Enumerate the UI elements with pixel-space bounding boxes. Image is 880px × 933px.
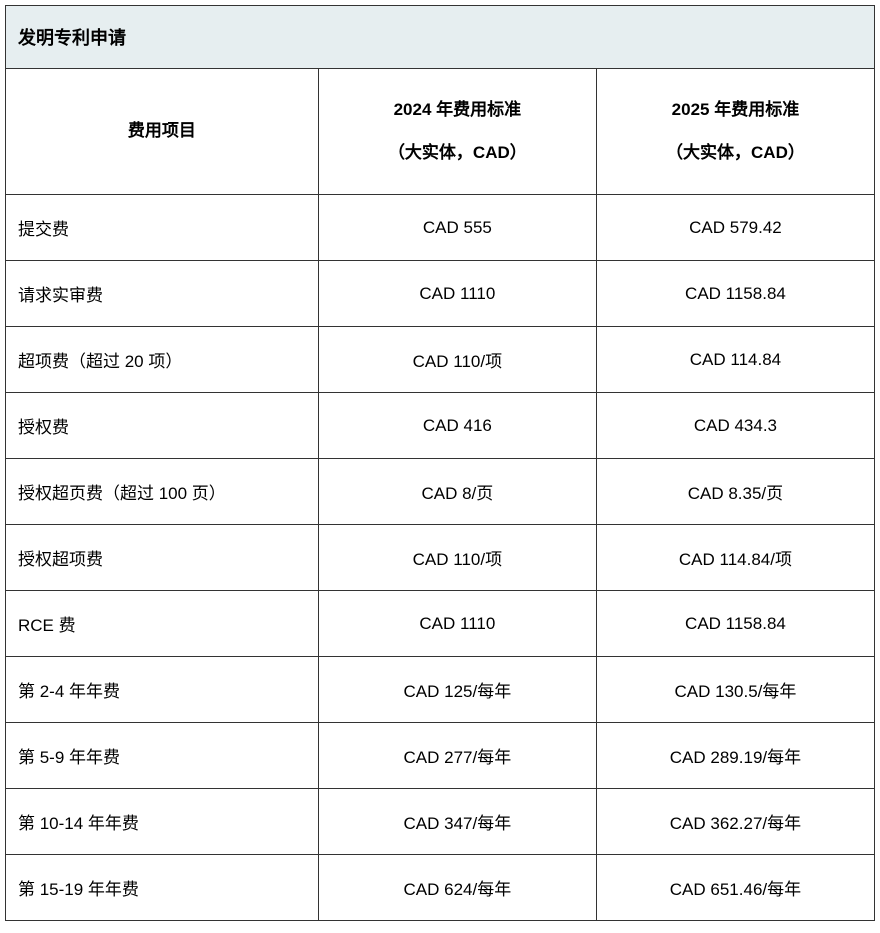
fee2024-cell: CAD 416 [318, 393, 596, 459]
item-cell: 第 2-4 年年费 [6, 657, 319, 723]
table-title: 发明专利申请 [6, 6, 875, 69]
fee2025-cell: CAD 362.27/每年 [596, 789, 874, 855]
fee2025-cell: CAD 1158.84 [596, 591, 874, 657]
fee2024-cell: CAD 1110 [318, 591, 596, 657]
fee2025-cell: CAD 114.84 [596, 327, 874, 393]
title-row: 发明专利申请 [6, 6, 875, 69]
fee2024-cell: CAD 624/每年 [318, 855, 596, 921]
fee2024-cell: CAD 347/每年 [318, 789, 596, 855]
table-row: RCE 费 CAD 1110 CAD 1158.84 [6, 591, 875, 657]
fee2025-cell: CAD 8.35/页 [596, 459, 874, 525]
fee2024-cell: CAD 110/项 [318, 327, 596, 393]
fee2024-cell: CAD 277/每年 [318, 723, 596, 789]
fee2025-cell: CAD 579.42 [596, 195, 874, 261]
fee2025-cell: CAD 434.3 [596, 393, 874, 459]
header-sublabel-1: （大实体，CAD） [329, 132, 586, 175]
header-2024: 2024 年费用标准 （大实体，CAD） [318, 69, 596, 195]
table-row: 超项费（超过 20 项） CAD 110/项 CAD 114.84 [6, 327, 875, 393]
item-cell: 第 5-9 年年费 [6, 723, 319, 789]
table-row: 授权超页费（超过 100 页） CAD 8/页 CAD 8.35/页 [6, 459, 875, 525]
fee2024-cell: CAD 125/每年 [318, 657, 596, 723]
fee2025-cell: CAD 130.5/每年 [596, 657, 874, 723]
header-label-1: 2024 年费用标准 [329, 89, 586, 132]
table-row: 第 15-19 年年费 CAD 624/每年 CAD 651.46/每年 [6, 855, 875, 921]
item-cell: RCE 费 [6, 591, 319, 657]
table-row: 请求实审费 CAD 1110 CAD 1158.84 [6, 261, 875, 327]
table-row: 第 2-4 年年费 CAD 125/每年 CAD 130.5/每年 [6, 657, 875, 723]
item-cell: 授权费 [6, 393, 319, 459]
fee2024-cell: CAD 555 [318, 195, 596, 261]
item-cell: 提交费 [6, 195, 319, 261]
fee2025-cell: CAD 114.84/项 [596, 525, 874, 591]
table-body: 提交费 CAD 555 CAD 579.42 请求实审费 CAD 1110 CA… [6, 195, 875, 921]
table-row: 授权费 CAD 416 CAD 434.3 [6, 393, 875, 459]
item-cell: 第 15-19 年年费 [6, 855, 319, 921]
fee2024-cell: CAD 8/页 [318, 459, 596, 525]
header-label-0: 费用项目 [128, 121, 196, 140]
header-2025: 2025 年费用标准 （大实体，CAD） [596, 69, 874, 195]
fee2025-cell: CAD 1158.84 [596, 261, 874, 327]
header-label-2: 2025 年费用标准 [607, 89, 864, 132]
item-cell: 第 10-14 年年费 [6, 789, 319, 855]
header-row: 费用项目 2024 年费用标准 （大实体，CAD） 2025 年费用标准 （大实… [6, 69, 875, 195]
fee2025-cell: CAD 289.19/每年 [596, 723, 874, 789]
item-cell: 超项费（超过 20 项） [6, 327, 319, 393]
item-cell: 授权超项费 [6, 525, 319, 591]
item-cell: 授权超页费（超过 100 页） [6, 459, 319, 525]
fee-table: 发明专利申请 费用项目 2024 年费用标准 （大实体，CAD） 2025 年费… [5, 5, 875, 921]
fee2024-cell: CAD 1110 [318, 261, 596, 327]
item-cell: 请求实审费 [6, 261, 319, 327]
fee-table-container: 发明专利申请 费用项目 2024 年费用标准 （大实体，CAD） 2025 年费… [5, 5, 875, 921]
table-row: 提交费 CAD 555 CAD 579.42 [6, 195, 875, 261]
header-sublabel-2: （大实体，CAD） [607, 132, 864, 175]
table-row: 授权超项费 CAD 110/项 CAD 114.84/项 [6, 525, 875, 591]
fee2025-cell: CAD 651.46/每年 [596, 855, 874, 921]
table-row: 第 10-14 年年费 CAD 347/每年 CAD 362.27/每年 [6, 789, 875, 855]
fee2024-cell: CAD 110/项 [318, 525, 596, 591]
table-row: 第 5-9 年年费 CAD 277/每年 CAD 289.19/每年 [6, 723, 875, 789]
header-item: 费用项目 [6, 69, 319, 195]
